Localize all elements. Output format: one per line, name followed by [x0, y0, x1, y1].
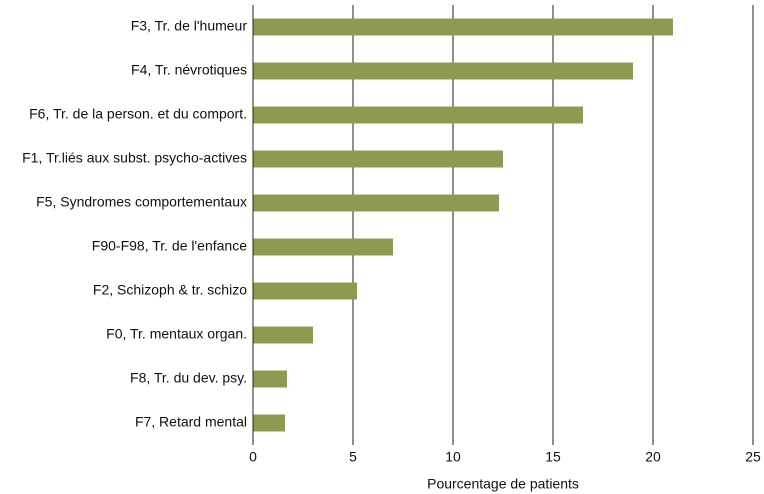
y-tick-label: F5, Syndromes comportementaux [36, 194, 247, 210]
bar [253, 414, 285, 432]
bar [253, 238, 393, 256]
y-tick-label: F4, Tr. névrotiques [131, 62, 247, 78]
x-tick-label: 10 [445, 449, 461, 465]
y-tick-label: F1, Tr.liés aux subst. psycho-actives [22, 150, 247, 166]
bar [253, 18, 673, 36]
bar [253, 326, 313, 344]
y-tick-label: F2, Schizoph & tr. schizo [93, 282, 247, 298]
x-tick-label: 0 [249, 449, 257, 465]
y-tick-label: F6, Tr. de la person. et du comport. [29, 106, 247, 122]
y-tick-label: F7, Retard mental [135, 414, 247, 430]
bar [253, 370, 287, 388]
y-tick-label: F0, Tr. mentaux organ. [106, 326, 247, 342]
y-tick-label: F8, Tr. du dev. psy. [130, 370, 247, 386]
x-axis-label: Pourcentage de patients [427, 476, 579, 492]
bar [253, 106, 583, 124]
x-tick-label: 5 [349, 449, 357, 465]
y-tick-label: F90-F98, Tr. de l'enfance [92, 238, 247, 254]
x-tick-label: 15 [545, 449, 561, 465]
x-tick-label: 20 [645, 449, 661, 465]
y-tick-label: F3, Tr. de l'humeur [131, 18, 248, 34]
bar [253, 194, 499, 212]
x-tick-label: 25 [745, 449, 761, 465]
bar [253, 62, 633, 80]
bar [253, 282, 357, 300]
bar [253, 150, 503, 168]
